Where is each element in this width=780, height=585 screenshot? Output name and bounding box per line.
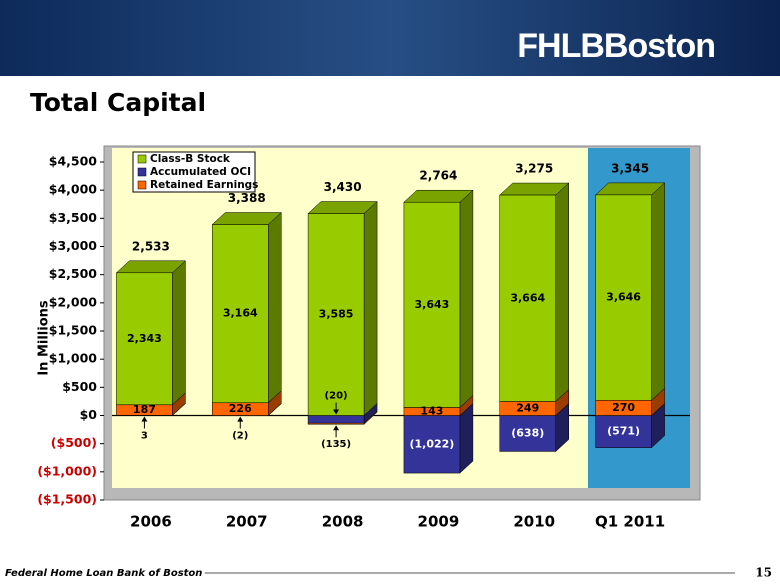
bar bbox=[499, 415, 556, 452]
y-tick-label: $4,500 bbox=[49, 154, 98, 169]
chart: ($1,500) ($1,000) ($500) $0 $500 $1,000 $1,500… bbox=[37, 151, 690, 531]
header-band bbox=[0, 0, 780, 76]
y-tick-label: $500 bbox=[62, 379, 97, 394]
value-label: 3 bbox=[141, 431, 148, 442]
value-label: (638) bbox=[511, 426, 544, 439]
legend-swatch bbox=[137, 154, 147, 164]
value-label: 226 bbox=[229, 402, 252, 415]
y-tick-label: $4,000 bbox=[49, 182, 98, 197]
x-tick-label: 2006 bbox=[130, 513, 172, 531]
y-tick-label: $0 bbox=[80, 407, 98, 422]
bar bbox=[499, 194, 556, 402]
value-label: (135) bbox=[321, 439, 351, 450]
label-arrowhead bbox=[237, 416, 244, 422]
bar bbox=[595, 194, 652, 401]
bar-side bbox=[459, 189, 474, 409]
page-number: 15 bbox=[755, 566, 772, 580]
legend-label: Retained Earnings bbox=[150, 179, 258, 191]
value-label: 3,664 bbox=[510, 291, 545, 304]
total-label: 3,430 bbox=[324, 180, 362, 194]
value-label: 249 bbox=[516, 401, 539, 414]
y-tick-label: ($1,500) bbox=[37, 492, 97, 507]
legend-box bbox=[132, 151, 256, 193]
label-arrowhead bbox=[333, 409, 340, 415]
value-label: (1,022) bbox=[409, 437, 454, 450]
legend-swatch bbox=[137, 167, 147, 177]
bar bbox=[212, 224, 269, 404]
label-arrowhead bbox=[141, 416, 148, 422]
value-label: 3,643 bbox=[415, 298, 450, 311]
value-label: 270 bbox=[612, 401, 635, 414]
y-tick-label: ($500) bbox=[51, 435, 97, 450]
footer-text: Federal Home Loan Bank of Boston bbox=[5, 568, 202, 579]
value-label: (2) bbox=[232, 431, 248, 442]
y-tick-label: $2,500 bbox=[49, 266, 98, 281]
bar-side bbox=[555, 182, 569, 403]
slide-title: Total Capital bbox=[30, 88, 206, 117]
value-label: (571) bbox=[607, 425, 640, 438]
value-label: 3,646 bbox=[606, 291, 641, 304]
y-tick-label: $3,500 bbox=[49, 210, 98, 225]
x-tick-label: 2007 bbox=[226, 513, 268, 531]
value-label: 3,164 bbox=[223, 307, 258, 320]
y-tick-label: ($1,000) bbox=[37, 463, 97, 478]
bar-side bbox=[172, 260, 186, 406]
value-label: 143 bbox=[420, 404, 443, 417]
y-tick-label: $1,000 bbox=[49, 351, 98, 366]
total-label: 3,388 bbox=[228, 191, 266, 205]
bar-side bbox=[268, 211, 282, 404]
bar bbox=[307, 213, 365, 416]
label-arrowhead bbox=[333, 425, 340, 431]
bar-side bbox=[363, 200, 378, 417]
y-axis-label: In Millions bbox=[37, 300, 52, 376]
bar bbox=[116, 272, 173, 406]
y-tick-label: $3,000 bbox=[49, 238, 98, 253]
legend-label: Accumulated OCI bbox=[150, 166, 251, 178]
bar bbox=[403, 201, 461, 408]
x-tick-label: 2009 bbox=[418, 513, 460, 531]
bar bbox=[307, 415, 365, 424]
logo: FHLBBoston bbox=[517, 27, 715, 65]
value-label: 2,343 bbox=[127, 332, 162, 345]
total-label: 3,275 bbox=[515, 162, 553, 176]
value-label: 3,585 bbox=[319, 308, 354, 321]
x-tick-label: Q1 2011 bbox=[595, 513, 665, 531]
legend-swatch bbox=[137, 180, 147, 190]
total-label: 2,533 bbox=[132, 239, 170, 253]
bar bbox=[595, 415, 652, 448]
bar-side bbox=[651, 182, 665, 401]
x-tick-label: 2010 bbox=[513, 513, 555, 531]
value-label: 187 bbox=[133, 403, 156, 416]
total-label: 2,764 bbox=[419, 169, 457, 183]
y-tick-label: $1,500 bbox=[49, 323, 98, 338]
y-tick-label: $2,000 bbox=[49, 294, 98, 309]
total-label: 3,345 bbox=[611, 161, 649, 175]
legend-label: Class-B Stock bbox=[150, 153, 231, 165]
x-tick-label: 2008 bbox=[322, 513, 364, 531]
value-label: (20) bbox=[325, 391, 348, 402]
